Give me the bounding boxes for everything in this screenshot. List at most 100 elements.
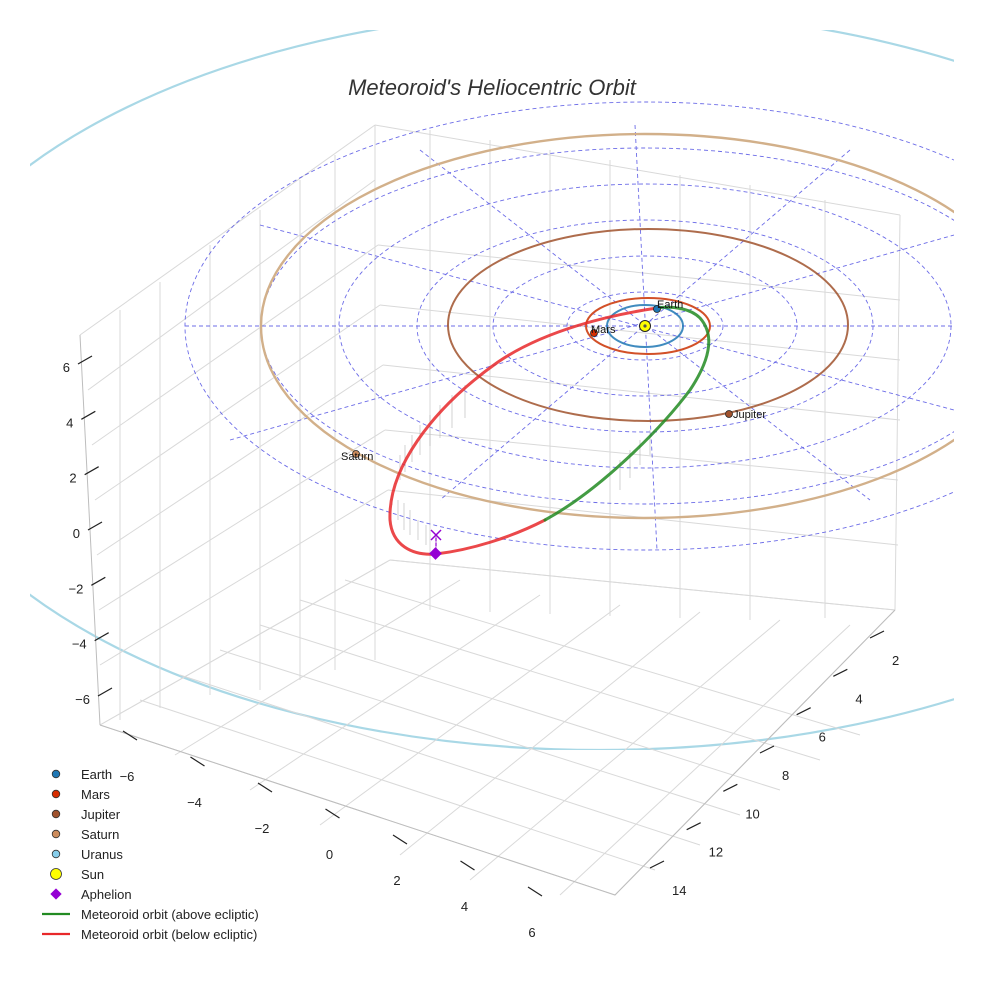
x-tick-mark (122, 730, 138, 741)
z-tick-mark (91, 576, 106, 586)
legend-item: Sun (50, 867, 104, 882)
legend-label: Meteoroid orbit (below ecliptic) (81, 927, 257, 942)
z-tick-mark (84, 466, 99, 476)
x-tick-mark (460, 860, 475, 871)
y-tick-mark (723, 783, 738, 792)
left-wall-grid (79, 124, 391, 726)
legend-marker (51, 849, 61, 859)
jupiter-orbit (447, 228, 849, 422)
z-tick-mark (97, 687, 113, 697)
z-tick-mark (77, 355, 93, 365)
saturn-orbit (259, 132, 954, 520)
y-tick-label: 4 (855, 691, 862, 706)
z-tick-mark (81, 410, 96, 420)
y-tick-label: 2 (892, 653, 899, 668)
earth-marker (653, 305, 661, 313)
earth-label: Earth (657, 299, 683, 311)
sun-core (643, 324, 647, 328)
legend-item: Saturn (51, 827, 119, 842)
x-tick-mark (527, 886, 543, 897)
legend-item: Mars (51, 787, 110, 802)
y-tick-mark (833, 668, 848, 677)
legend-item: Earth (51, 767, 112, 782)
mars-orbit (585, 297, 711, 355)
y-tick-mark (869, 630, 885, 639)
drop-lines (391, 385, 651, 550)
orbit-above-ecliptic (543, 305, 711, 522)
y-tick-label: 8 (782, 768, 789, 783)
y-tick-label: 10 (745, 806, 759, 821)
x-tick-mark (190, 756, 205, 767)
z-tick-label: 6 (63, 360, 70, 375)
y-tick-mark (759, 745, 775, 754)
z-tick-label: −4 (72, 637, 87, 652)
x-tick-label: 6 (528, 925, 535, 940)
y-tick-label: 14 (672, 883, 686, 898)
y-axis: 2 4 6 8 10 12 14 (649, 630, 899, 898)
legend-label: Sun (81, 867, 104, 882)
legend-item: Uranus (51, 847, 123, 862)
earth-orbit (606, 304, 684, 348)
z-tick-mark (87, 521, 103, 531)
z-tick-label: 2 (69, 471, 76, 486)
legend-marker (51, 769, 61, 779)
legend-marker (51, 789, 61, 799)
legend-item: Jupiter (51, 807, 121, 822)
saturn-label: Saturn (341, 451, 373, 463)
aphelion-marker (429, 547, 442, 560)
legend-label: Uranus (81, 847, 123, 862)
legend-marker (51, 829, 61, 839)
legend-label: Mars (81, 787, 110, 802)
y-tick-mark (796, 707, 811, 716)
floor-grid (99, 559, 896, 896)
y-tick-label: 6 (819, 730, 826, 745)
x-tick-label: 0 (326, 847, 333, 862)
z-tick-label: 0 (73, 526, 80, 541)
chart-title: Meteoroid's Heliocentric Orbit (348, 75, 637, 100)
x-tick-mark (257, 782, 273, 793)
legend-marker (50, 868, 62, 880)
z-tick-mark (94, 632, 109, 642)
axis-box-edges (79, 334, 896, 896)
legend-label: Saturn (81, 827, 119, 842)
axis-box-grid (79, 124, 901, 896)
z-tick-label: −2 (69, 581, 84, 596)
mars-marker (590, 329, 598, 337)
x-tick-mark (325, 808, 340, 819)
legend-label: Meteoroid orbit (above ecliptic) (81, 907, 259, 922)
legend: Earth Mars Jupiter Saturn Uranus Sun Aphelion M… (42, 767, 259, 942)
x-axis: −6 −4 −2 0 2 4 6 (120, 730, 543, 940)
mars-label: Mars (591, 324, 616, 336)
planet-labels: Earth Mars Jupiter Saturn (341, 299, 766, 463)
saturn-marker (352, 450, 360, 458)
legend-label: Earth (81, 767, 112, 782)
legend-label: Aphelion (81, 887, 132, 902)
jupiter-marker (725, 410, 733, 418)
uranus-orbit (30, 30, 954, 750)
legend-item: Aphelion (50, 887, 132, 902)
legend-marker (51, 809, 61, 819)
x-tick-label: 2 (393, 873, 400, 888)
x-tick-label: −6 (120, 769, 135, 784)
y-tick-mark (686, 822, 701, 831)
jupiter-label: Jupiter (733, 409, 766, 421)
y-tick-mark (649, 860, 665, 869)
orbit-below-ecliptic (388, 306, 659, 556)
legend-item: Meteoroid orbit (below ecliptic) (42, 927, 257, 942)
z-axis: 6 4 2 0 −2 −4 −6 (63, 355, 113, 707)
legend-marker (50, 888, 62, 900)
z-tick-label: 4 (66, 415, 73, 430)
uranus-orbit-group (30, 30, 954, 750)
drop-lines-path (391, 385, 651, 550)
x-tick-mark (392, 834, 408, 845)
x-tick-label: −2 (255, 821, 270, 836)
legend-label: Jupiter (81, 807, 121, 822)
x-tick-label: 4 (461, 899, 468, 914)
planet-orbits (259, 132, 954, 520)
y-tick-label: 12 (709, 845, 723, 860)
z-tick-label: −6 (75, 692, 90, 707)
aphelion-projection-x (430, 529, 442, 541)
legend-item: Meteoroid orbit (above ecliptic) (42, 907, 259, 922)
x-tick-label: −4 (187, 795, 202, 810)
